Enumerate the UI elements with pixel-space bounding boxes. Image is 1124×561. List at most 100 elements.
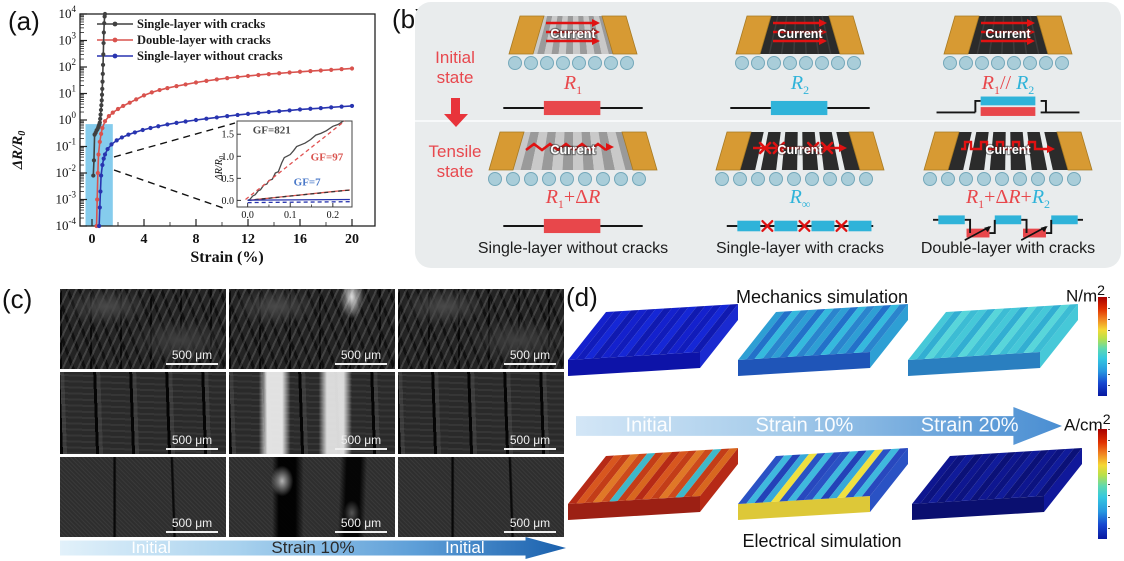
column-caption: Single-layer with cracks xyxy=(715,240,885,257)
scale-bar: 500 μm xyxy=(166,517,218,533)
svg-text:4: 4 xyxy=(141,232,148,247)
panel-c-strain-arrow: Initial Strain 10% Initial xyxy=(60,537,566,559)
svg-text:10-4: 10-4 xyxy=(56,216,77,233)
scale-bar: 500 μm xyxy=(335,349,387,365)
micrograph-cell: 500 μm xyxy=(60,372,226,454)
colorbar-mechanics xyxy=(1098,297,1110,396)
electrical-simulation-title: Electrical simulation xyxy=(742,531,902,551)
svg-text:1.0: 1.0 xyxy=(222,152,235,163)
panel-b-divider xyxy=(415,120,1121,122)
svg-text:Current: Current xyxy=(985,143,1031,157)
device-illustration: Current xyxy=(943,15,1073,70)
panel-b-box: Initial state Tensile state Current R1 Cur… xyxy=(415,2,1121,268)
micrograph-cell: 500 μm xyxy=(229,457,395,537)
svg-text:Single-layer with cracks: Single-layer with cracks xyxy=(137,17,265,31)
circuit-diagram xyxy=(726,220,874,233)
tensile-state-line1: Tensile xyxy=(428,142,482,161)
arrow-label-strain10: Strain 10% xyxy=(271,538,355,557)
svg-text:103: 103 xyxy=(59,31,77,48)
colorbar-electrical xyxy=(1098,429,1110,539)
resistance-formula: R1// R2 xyxy=(981,72,1035,97)
svg-text:0.0: 0.0 xyxy=(241,210,254,221)
micrograph-cell: 500 μm xyxy=(229,289,395,369)
resistance-formula: R∞ xyxy=(789,186,811,211)
micrograph-cell: 500 μm xyxy=(60,289,226,369)
unit-top-label: N/m2 xyxy=(1066,283,1106,306)
svg-text:20: 20 xyxy=(345,232,359,247)
svg-text:0.2: 0.2 xyxy=(327,210,340,221)
circuit-diagram xyxy=(730,100,870,116)
resistance-formula: R2 xyxy=(790,72,810,97)
simulation-slab xyxy=(908,304,1078,376)
column-caption: Single-layer without cracks xyxy=(477,240,669,257)
simulation-slab xyxy=(568,448,738,520)
scale-bar: 500 μm xyxy=(166,434,218,450)
scale-bar: 500 μm xyxy=(504,434,556,450)
initial-state-label: Initial state xyxy=(415,48,495,88)
micrograph-cell: 500 μm xyxy=(398,289,564,369)
svg-text:10-1: 10-1 xyxy=(56,137,77,154)
panel-c-label: (c) xyxy=(2,284,33,314)
svg-text:ΔR/R0: ΔR/R0 xyxy=(214,155,226,181)
svg-text:16: 16 xyxy=(293,232,307,247)
device-illustration: Current xyxy=(735,15,865,70)
micrograph-grid: 500 μm 500 μm 500 μm 500 μm 500 μm 500 μm 500 … xyxy=(60,289,564,537)
svg-text:GF=97: GF=97 xyxy=(311,152,344,164)
arrow-label-strain10: Strain 10% xyxy=(755,414,854,437)
simulation-slab xyxy=(912,448,1082,520)
svg-text:Current: Current xyxy=(550,27,596,41)
svg-text:ΔR/R0: ΔR/R0 xyxy=(10,131,28,171)
circuit-diagram xyxy=(503,218,643,234)
svg-text:101: 101 xyxy=(59,84,77,101)
arrow-label-strain20: Strain 20% xyxy=(920,414,1019,437)
resistance-formula: R1+ΔR+R2 xyxy=(965,186,1051,211)
micrograph-cell: 500 μm xyxy=(398,457,564,537)
initial-state-line1: Initial xyxy=(435,48,475,67)
svg-text:0.0: 0.0 xyxy=(222,196,235,207)
circuit-diagram xyxy=(503,100,643,116)
svg-text:10-2: 10-2 xyxy=(56,163,77,180)
scale-bar: 500 μm xyxy=(335,517,387,533)
tensile-state-line2: state xyxy=(436,162,474,181)
simulation-slab xyxy=(738,448,908,520)
svg-text:8: 8 xyxy=(193,232,200,247)
resistance-formula: R1+ΔR xyxy=(545,186,601,211)
initial-state-line2: state xyxy=(436,68,474,87)
svg-text:0.5: 0.5 xyxy=(222,174,235,185)
tensile-state-label: Tensile state xyxy=(415,142,495,182)
svg-text:Current: Current xyxy=(777,27,823,41)
svg-text:0: 0 xyxy=(89,232,96,247)
svg-text:Single-layer without cracks: Single-layer without cracks xyxy=(137,49,283,63)
arrow-label-initial-2: Initial xyxy=(444,538,485,557)
micrograph-cell: 500 μm xyxy=(60,457,226,537)
svg-text:Current: Current xyxy=(777,143,823,157)
scale-bar: 500 μm xyxy=(166,349,218,365)
unit-bottom-label: A/cm2 xyxy=(1064,412,1111,435)
scale-bar: 500 μm xyxy=(504,349,556,365)
mechanics-simulation-title: Mechanics simulation xyxy=(735,287,909,307)
simulation-slab xyxy=(568,304,738,376)
panel-d-strain-arrow: Initial Strain 10% Strain 20% xyxy=(576,407,1062,445)
device-illustration: Current xyxy=(488,131,658,186)
svg-text:Strain (%): Strain (%) xyxy=(190,249,263,266)
simulation-slab xyxy=(738,304,908,376)
circuit-diagram xyxy=(933,215,1083,241)
svg-text:102: 102 xyxy=(59,57,77,74)
column-caption: Double-layer with cracks xyxy=(920,240,1096,257)
svg-text:GF=821: GF=821 xyxy=(253,124,291,136)
svg-text:0.1: 0.1 xyxy=(284,210,297,221)
svg-text:Double-layer with cracks: Double-layer with cracks xyxy=(137,33,271,47)
svg-text:100: 100 xyxy=(59,110,77,127)
device-illustration: Current xyxy=(923,131,1093,186)
panel-a-chart: 104 103 102 101 100 10-1 10-2 10-3 10-4 0 4 8 12 16 20… xyxy=(10,4,376,266)
svg-text:Current: Current xyxy=(985,27,1031,41)
panel-d-label: (d) xyxy=(566,282,598,312)
svg-text:GF=7: GF=7 xyxy=(294,176,322,188)
arrow-label-initial-1: Initial xyxy=(131,538,171,557)
circuit-diagram xyxy=(936,96,1080,116)
scale-bar: 500 μm xyxy=(504,517,556,533)
resistance-formula: R1 xyxy=(563,72,583,97)
svg-text:1.5: 1.5 xyxy=(222,130,235,141)
scale-bar: 500 μm xyxy=(335,434,387,450)
